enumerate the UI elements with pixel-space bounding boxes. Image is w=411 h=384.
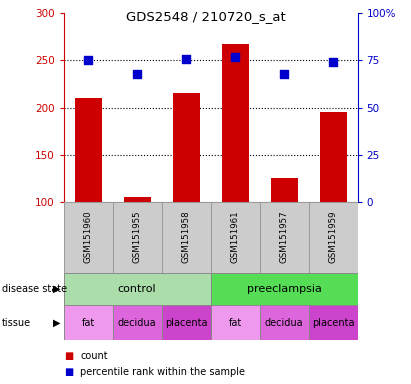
- Bar: [309, 202, 358, 273]
- Text: ■: ■: [64, 367, 73, 377]
- Bar: [75, 98, 102, 202]
- Point: [134, 71, 141, 77]
- Text: GSM151961: GSM151961: [231, 211, 240, 263]
- Bar: [124, 197, 151, 202]
- Bar: [222, 43, 249, 202]
- Text: ■: ■: [64, 351, 73, 361]
- Bar: [162, 202, 211, 273]
- Point: [330, 59, 336, 65]
- Bar: [64, 202, 113, 273]
- Point: [183, 56, 189, 62]
- Bar: [162, 305, 211, 340]
- Bar: [309, 305, 358, 340]
- Bar: [320, 112, 346, 202]
- Bar: [173, 93, 200, 202]
- Point: [281, 71, 287, 77]
- Bar: [211, 273, 358, 305]
- Text: tissue: tissue: [2, 318, 31, 328]
- Text: GDS2548 / 210720_s_at: GDS2548 / 210720_s_at: [126, 10, 285, 23]
- Text: decidua: decidua: [118, 318, 157, 328]
- Bar: [64, 273, 210, 305]
- Point: [232, 54, 238, 60]
- Text: count: count: [80, 351, 108, 361]
- Bar: [260, 202, 309, 273]
- Text: decidua: decidua: [265, 318, 303, 328]
- Bar: [113, 305, 162, 340]
- Text: placenta: placenta: [165, 318, 208, 328]
- Text: GSM151958: GSM151958: [182, 211, 191, 263]
- Text: percentile rank within the sample: percentile rank within the sample: [80, 367, 245, 377]
- Bar: [113, 202, 162, 273]
- Point: [85, 58, 92, 64]
- Text: control: control: [118, 284, 157, 294]
- Bar: [260, 305, 309, 340]
- Text: preeclampsia: preeclampsia: [247, 284, 321, 294]
- Bar: [270, 178, 298, 202]
- Text: placenta: placenta: [312, 318, 354, 328]
- Bar: [211, 305, 260, 340]
- Text: disease state: disease state: [2, 284, 67, 294]
- Bar: [64, 305, 113, 340]
- Text: GSM151959: GSM151959: [328, 211, 337, 263]
- Text: ▶: ▶: [53, 284, 61, 294]
- Text: GSM151955: GSM151955: [133, 211, 142, 263]
- Bar: [211, 202, 260, 273]
- Text: GSM151960: GSM151960: [84, 211, 93, 263]
- Text: fat: fat: [81, 318, 95, 328]
- Text: fat: fat: [229, 318, 242, 328]
- Text: ▶: ▶: [53, 318, 61, 328]
- Text: GSM151957: GSM151957: [279, 211, 289, 263]
